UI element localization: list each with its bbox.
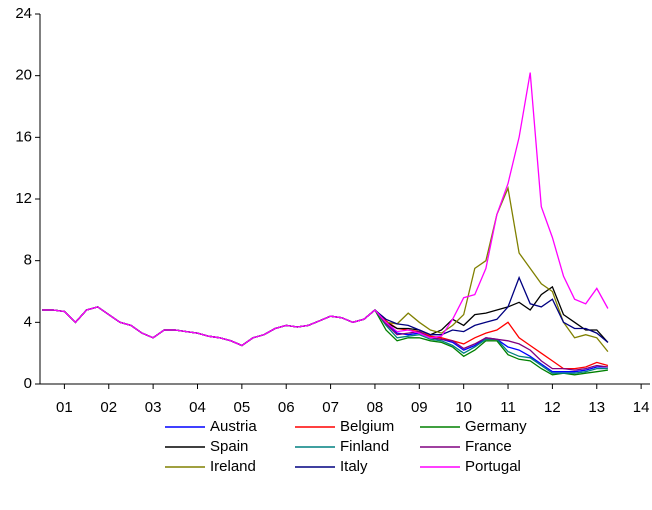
legend-label: Austria <box>210 418 257 435</box>
y-tick-label: 24 <box>15 5 32 22</box>
x-tick-label: 04 <box>189 399 206 416</box>
legend-label: France <box>465 438 512 455</box>
x-tick-label: 07 <box>322 399 339 416</box>
y-tick-label: 16 <box>15 128 32 145</box>
series-line <box>42 306 608 371</box>
legend-label: Belgium <box>340 418 394 435</box>
x-tick-label: 01 <box>56 399 73 416</box>
y-tick-label: 8 <box>24 252 32 269</box>
x-tick-label: 06 <box>278 399 295 416</box>
y-tick-label: 12 <box>15 190 32 207</box>
series-line <box>42 185 609 353</box>
x-tick-label: 08 <box>367 399 384 416</box>
x-tick-label: 02 <box>100 399 117 416</box>
series-line <box>42 72 609 347</box>
x-tick-label: 12 <box>544 399 561 416</box>
x-tick-label: 14 <box>633 399 650 416</box>
x-tick-label: 13 <box>588 399 605 416</box>
y-tick-label: 4 <box>24 313 32 330</box>
series-line <box>42 275 609 347</box>
legend-label: Ireland <box>210 458 256 475</box>
x-tick-label: 09 <box>411 399 428 416</box>
x-tick-label: 10 <box>455 399 472 416</box>
y-tick-label: 0 <box>24 375 32 392</box>
series-line <box>42 306 608 373</box>
series-line <box>42 285 609 347</box>
legend-label: Portugal <box>465 458 521 475</box>
legend-label: Germany <box>465 418 527 435</box>
legend-label: Italy <box>340 458 368 475</box>
legend-label: Spain <box>210 438 248 455</box>
y-tick-label: 20 <box>15 67 32 84</box>
legend-label: Finland <box>340 438 389 455</box>
x-tick-label: 03 <box>145 399 162 416</box>
x-tick-label: 11 <box>500 399 516 416</box>
x-tick-label: 05 <box>234 399 251 416</box>
